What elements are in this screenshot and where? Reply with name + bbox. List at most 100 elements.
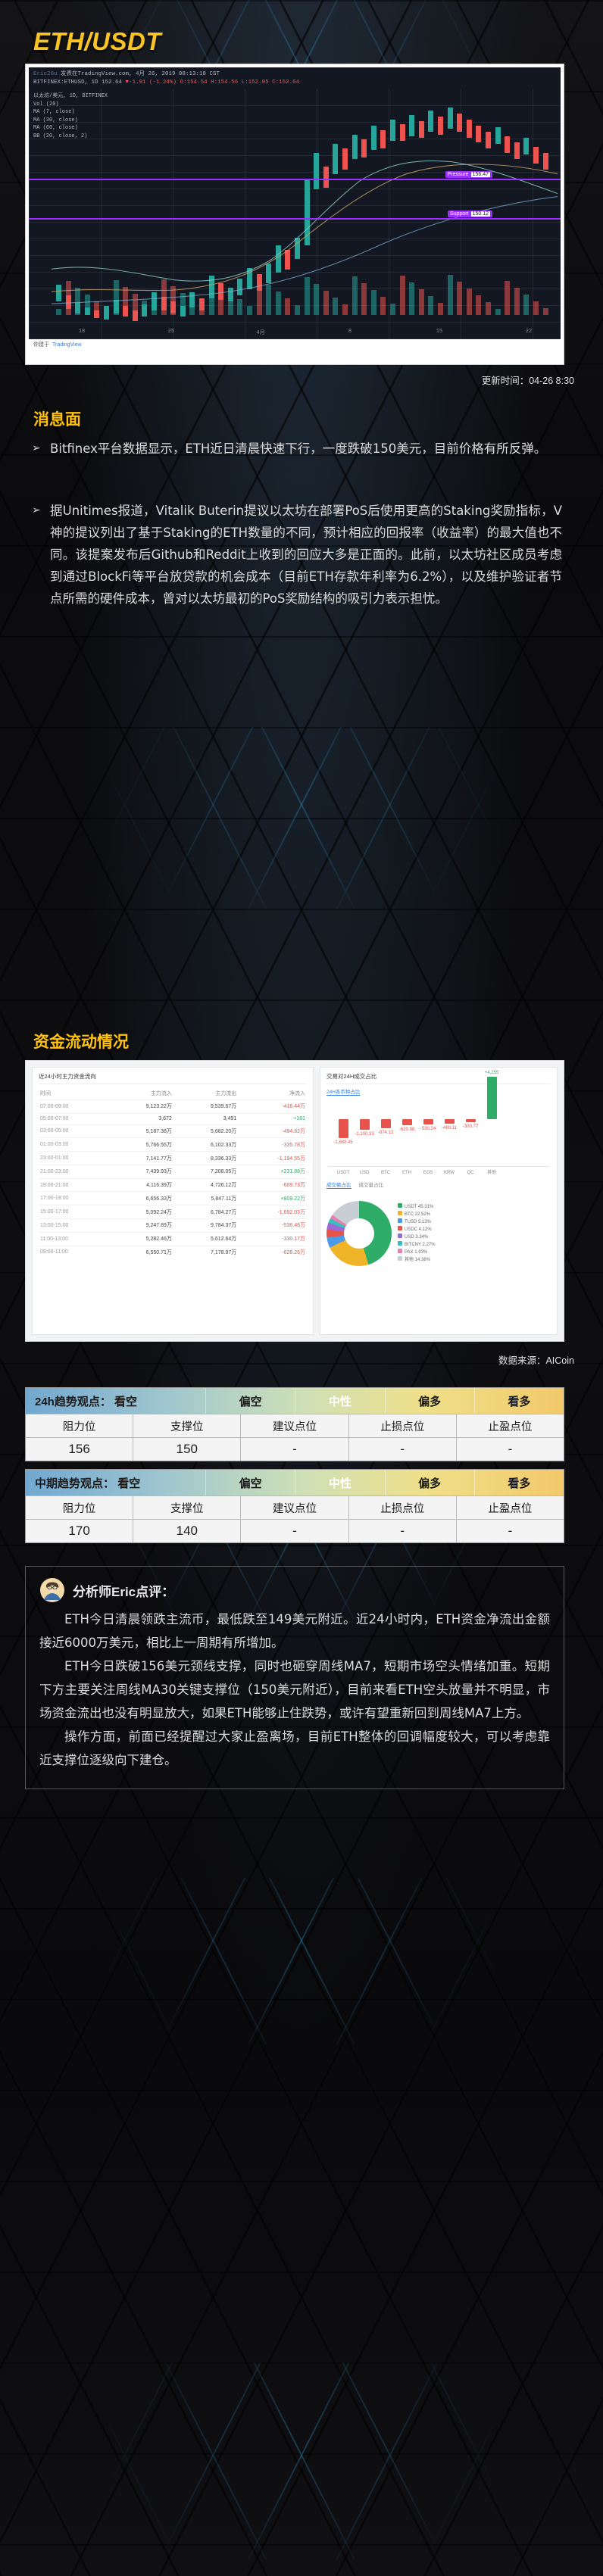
news-heading: 消息面 [33, 411, 81, 429]
candle [333, 144, 339, 174]
chart-header: Eric20u 发表在TradingView.com, 4月 26, 2019 … [29, 67, 561, 89]
x-tick: 4月 [256, 330, 265, 336]
volume-bar [523, 295, 530, 315]
volume-bar [113, 280, 119, 315]
volume-bar [180, 293, 186, 315]
flow-cell: 11:00-13:00 [39, 1231, 109, 1246]
commentary-paragraph-1: ETH今日跌破156美元颈线支撑，同时也砸穿周线MA7，短期市场空头情绪加重。短… [39, 1659, 550, 1720]
volume-bar [361, 283, 367, 315]
candle [495, 127, 501, 144]
flow-cell: 7,178.97万 [173, 1245, 239, 1259]
x-tick: 22 [525, 329, 533, 335]
donut-chart [326, 1201, 392, 1266]
flow-bar-value: -874.12 [377, 1130, 394, 1135]
table-row: 03:00-05:00 5,187.38万 5,682.20万 -494.82万 [39, 1124, 307, 1138]
trend-header-mid: 中期趋势观点： 看空 偏空 中性 偏多 看多 [26, 1470, 564, 1495]
chart-plot-area[interactable]: 以太坊/美元, 1D, BITFINEX Vol (20) MA (7, clo… [29, 89, 561, 339]
volume-bar [370, 290, 376, 315]
legend-line-2: MA (7, close) [33, 109, 75, 115]
val-stoploss-24h: - [348, 1437, 457, 1461]
flow-cell: 7,208.05万 [173, 1164, 239, 1179]
table-row: 05:00-07:00 3,672 3,491 +181 [39, 1112, 307, 1125]
trend-scale-24h-0: 偏空 [206, 1388, 296, 1414]
candle [380, 130, 386, 148]
flow-cell: 5,612.64万 [173, 1231, 239, 1246]
flow-cell: 7,439.93万 [108, 1164, 173, 1179]
volume-bar [275, 292, 281, 315]
volume-bar [266, 285, 272, 315]
flow-cell: 6,102.33万 [173, 1137, 239, 1152]
candle [505, 136, 511, 153]
volume-bar [505, 281, 511, 315]
table-row: 09:00-11:00 6,550.71万 7,178.97万 -628.26万 [39, 1245, 307, 1259]
chart-x-axis: 18 25 4月 8 15 22 [29, 329, 561, 338]
donut-legend-item: USD 3.34% [398, 1233, 436, 1241]
flow-cell: 5,766.55万 [108, 1137, 173, 1152]
flow-bar [339, 1119, 348, 1138]
donut-legend-item: USDT 45.31% [398, 1203, 436, 1211]
trend-values-24h: 156 150 - - - [26, 1437, 564, 1461]
chart-symbol: BITFINEX:ETHUSD, 1D 152.64 [33, 80, 123, 86]
flow-heading: 资金流动情况 [33, 1034, 129, 1051]
col-takeprofit-24h: 止盈点位 [456, 1414, 564, 1437]
donut-tab-amount[interactable]: 成交额占比 [326, 1180, 351, 1189]
candle [266, 264, 272, 283]
volume-bar [295, 305, 300, 315]
candle [399, 124, 405, 141]
flow-bar-label: 其他 [486, 1171, 497, 1175]
val-takeprofit-24h: - [456, 1437, 564, 1461]
chart-ohlc: O:154.54 H:154.56 L:152.05 C:152.64 [180, 80, 300, 86]
fund-flow-chart-panel: 交易对24H成交占比 24H各币种占比 USDT -1,880.45 USD -1,1… [320, 1067, 558, 1335]
candle [285, 250, 291, 270]
volume-bar [399, 276, 405, 315]
trend-scale-24h-3: 看多 [508, 1395, 531, 1408]
flow-cell: 07:00-09:00 [39, 1099, 109, 1114]
flow-chart-tabs[interactable]: 24H各币种占比 [326, 1087, 551, 1096]
donut-tab-volume[interactable]: 成交量占比 [358, 1183, 384, 1188]
candle [370, 126, 376, 150]
flow-cell: 13:00-15:00 [39, 1218, 109, 1233]
legend-line-4: MA (60, close) [33, 125, 78, 131]
flow-bar-label: USD [359, 1171, 370, 1175]
flow-bar [360, 1119, 370, 1131]
candle [295, 238, 300, 259]
flow-cell: 6,656.33万 [108, 1191, 173, 1205]
donut-legend-item: 其他 14.38% [398, 1256, 436, 1264]
flow-bar [381, 1119, 391, 1128]
trend-scale-mid-3: 看多 [508, 1477, 531, 1490]
flow-cell: 23:00-01:00 [39, 1151, 109, 1165]
volume-bar [514, 288, 520, 315]
donut-tabs[interactable]: 成交额占比 成交量占比 [326, 1180, 551, 1189]
candle [438, 117, 443, 135]
pressure-label: Pressure [447, 172, 469, 177]
volume-bar [476, 295, 482, 315]
candle [409, 115, 415, 136]
flow-bar [423, 1119, 433, 1124]
volume-bar [533, 301, 539, 315]
flow-bar [402, 1119, 412, 1126]
fund-flow-table-body: 07:00-09:00 9,123.22万 9,539.67万 -416.44万 05:… [39, 1099, 307, 1259]
flow-col-header: 主力流入 [150, 1091, 172, 1096]
flow-tab-active[interactable]: 24H各币种占比 [326, 1087, 361, 1096]
flow-cell: 3,672 [108, 1112, 173, 1125]
candle [314, 153, 320, 189]
trend-columns-mid: 阻力位 支撑位 建议点位 止损点位 止盈点位 [26, 1495, 564, 1519]
flow-cell: -536.48万 [238, 1218, 307, 1233]
update-time: 更新时间：04-26 8:30 [481, 376, 574, 386]
flow-col-header: 时间 [40, 1091, 51, 1096]
trend-lead-label-24h: 24h趋势观点： [35, 1395, 111, 1408]
table-row: 07:00-09:00 9,123.22万 9,539.67万 -416.44万 [39, 1099, 307, 1114]
flow-bar-label: KRW [444, 1171, 455, 1175]
candle [476, 126, 482, 142]
x-tick: 25 [167, 329, 175, 335]
candle [542, 153, 548, 170]
trend-scale-mid-0: 偏空 [206, 1470, 296, 1495]
col-resistance-24h: 阻力位 [26, 1414, 134, 1437]
flow-cell: 9,247.89万 [108, 1218, 173, 1233]
candle [361, 139, 367, 157]
support-label: Support [450, 211, 469, 217]
volume-bar [333, 298, 339, 315]
trend-values-mid: 170 140 - - - [26, 1519, 564, 1542]
legend-line-1: Vol (20) [33, 101, 59, 108]
donut-legend-item: USDC 4.12% [398, 1226, 436, 1233]
